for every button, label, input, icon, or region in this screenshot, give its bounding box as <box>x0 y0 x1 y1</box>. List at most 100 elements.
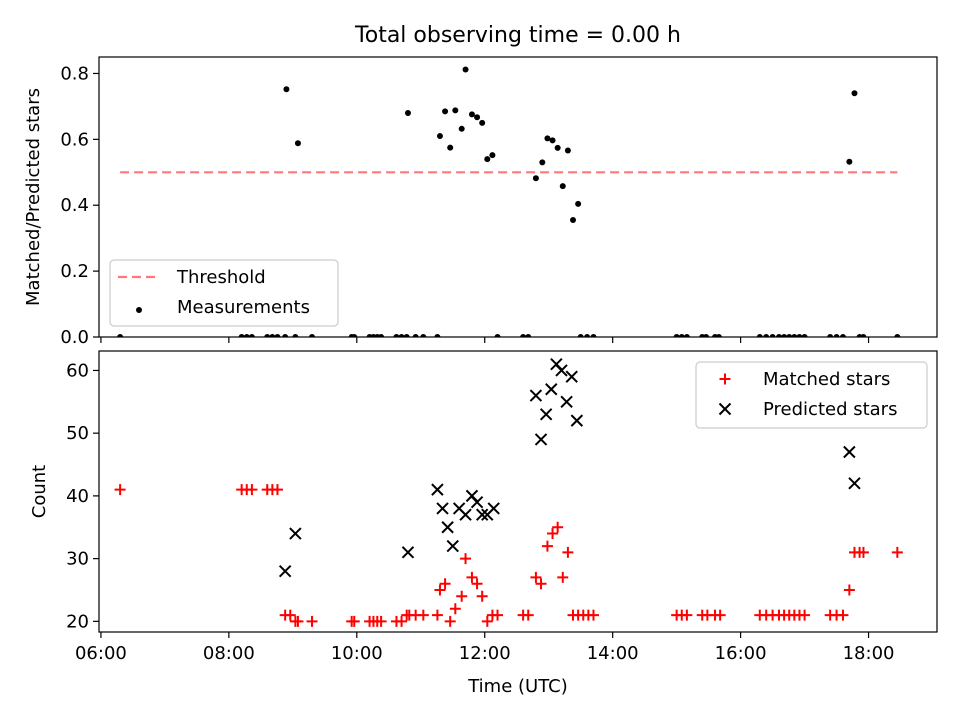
matched-star-point <box>481 615 493 627</box>
predicted-star-point <box>555 364 568 377</box>
x-axis-ticks: 06:00 08:00 10:00 12:00 14:00 16:00 18:00 <box>75 632 895 664</box>
legend: Matched stars Predicted stars <box>695 361 928 429</box>
x-axis-ticks <box>100 337 870 343</box>
x-tick-label: 18:00 <box>843 643 895 664</box>
legend-label-threshold: Threshold <box>176 267 266 288</box>
axes-frame <box>98 56 938 338</box>
matched-star-point <box>396 615 408 627</box>
measurement-point <box>827 334 834 337</box>
predicted-star-point <box>570 414 584 427</box>
measurement-point <box>398 334 405 337</box>
matched-star-point <box>552 521 564 533</box>
measurement-point <box>474 114 481 121</box>
predicted-star-point <box>560 395 573 409</box>
matched-star-point <box>348 615 360 627</box>
matched-star-point <box>547 528 559 540</box>
measurement-point <box>575 200 582 207</box>
matched-star-point <box>292 615 304 627</box>
predicted-star-point <box>278 564 292 578</box>
predicted-star-point <box>446 539 459 553</box>
legend-swatch-measurements <box>136 307 142 313</box>
series-predicted-stars <box>278 357 861 578</box>
predicted-star-point <box>475 508 489 521</box>
matched-star-point <box>857 546 869 558</box>
measurement-point <box>458 125 465 132</box>
y-axis-label: Matched/Predicted stars <box>23 88 44 306</box>
measurement-point <box>564 147 571 154</box>
measurement-point <box>282 334 289 337</box>
measurement-point <box>801 334 808 337</box>
matched-star-point <box>799 609 811 621</box>
measurement-point <box>468 111 475 118</box>
measurement-point <box>404 110 411 116</box>
matched-star-point <box>714 609 726 621</box>
y-tick-label: 40 <box>66 486 89 507</box>
measurement-point <box>269 334 276 337</box>
matched-star-point <box>681 609 693 621</box>
measurement-point <box>434 334 441 337</box>
figure-title: Total observing time = 0.00 h <box>354 23 681 48</box>
matched-star-point <box>284 609 296 621</box>
measurement-point <box>584 334 591 337</box>
measurement-point <box>590 334 597 337</box>
y-tick-label: 0.8 <box>60 63 89 84</box>
y-axis-label: Count <box>29 465 50 518</box>
legend-label-matched-stars: Matched stars <box>763 369 890 390</box>
measurement-point <box>554 144 561 151</box>
measurement-point <box>763 334 770 337</box>
measurement-point <box>393 334 400 337</box>
measurement-point <box>452 107 459 114</box>
predicted-star-point <box>545 383 558 396</box>
measurement-point <box>796 334 803 337</box>
measurement-point <box>678 334 685 337</box>
y-tick-label: 0.0 <box>60 327 89 348</box>
measurement-point <box>264 334 271 337</box>
measurement-point <box>559 183 566 190</box>
matched-star-point <box>271 484 283 496</box>
matched-star-point <box>439 578 451 590</box>
matched-star-point <box>843 584 855 596</box>
matched-star-point <box>460 553 472 565</box>
legend-box <box>695 361 928 429</box>
measurement-point <box>484 156 491 163</box>
axes-frame <box>98 350 938 633</box>
measurement-point <box>791 334 798 337</box>
data-marks <box>117 66 901 337</box>
measurement-point <box>532 175 539 182</box>
matched-star-point <box>492 609 504 621</box>
predicted-star-point <box>487 502 500 515</box>
measurement-point <box>549 137 556 144</box>
x-tick-label: 06:00 <box>75 643 127 664</box>
measurement-point <box>786 334 793 337</box>
predicted-star-point <box>289 527 302 540</box>
measurement-point <box>117 334 124 337</box>
measurement-point <box>412 334 419 337</box>
matched-star-point <box>837 609 849 621</box>
measurement-point <box>238 334 245 337</box>
x-tick-label: 12:00 <box>459 643 511 664</box>
matched-star-point <box>246 484 258 496</box>
measurement-point <box>775 334 782 337</box>
matched-star-point <box>114 484 126 496</box>
predicted-star-point <box>565 370 578 383</box>
measurement-point <box>442 108 449 115</box>
y-axis-ticks: 0.0 0.2 0.4 0.6 0.8 <box>60 63 99 348</box>
matched-star-point <box>476 590 488 602</box>
matched-star-point <box>306 615 318 627</box>
matched-star-point <box>530 571 542 583</box>
measurement-point <box>525 334 532 337</box>
measurement-point <box>851 90 858 97</box>
measurement-point <box>683 334 690 337</box>
measurement-point <box>489 152 496 159</box>
measurement-point <box>539 159 546 166</box>
measurement-point <box>292 334 299 337</box>
measurement-point <box>833 334 840 337</box>
y-tick-label: 60 <box>66 360 89 381</box>
measurement-point <box>494 334 501 337</box>
predicted-star-point <box>459 508 472 521</box>
measurement-point <box>378 334 385 337</box>
measurement-point <box>781 334 788 337</box>
matched-star-point <box>375 615 387 627</box>
